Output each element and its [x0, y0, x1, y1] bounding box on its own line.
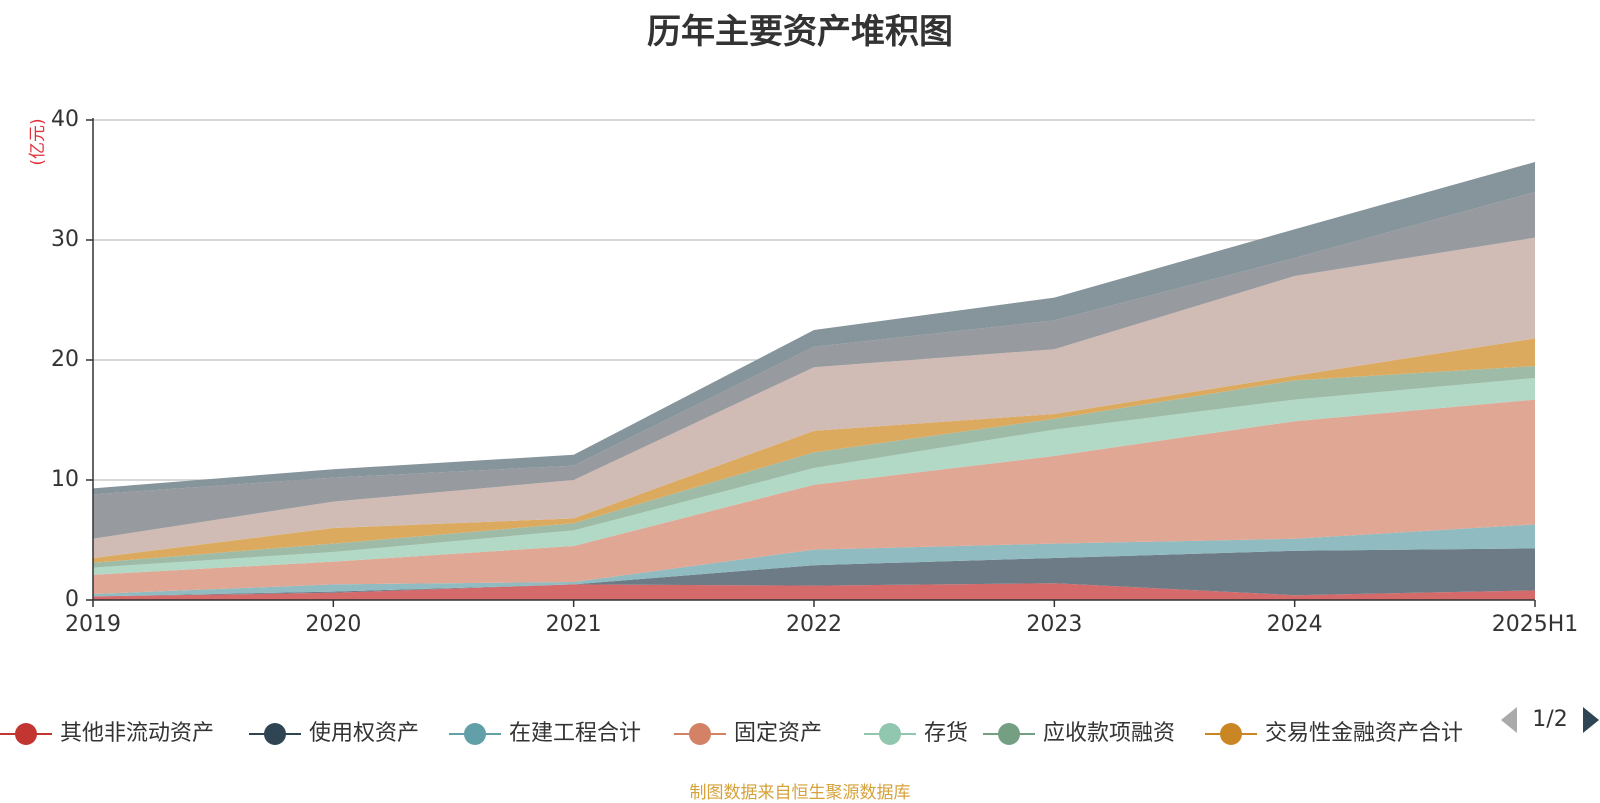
y-axis-unit-label: (亿元) [28, 118, 48, 165]
legend-label: 其他非流动资产 [60, 721, 214, 746]
legend-label: 固定资产 [734, 721, 822, 746]
area-series-8 [93, 192, 1535, 539]
legend-item-1[interactable]: 使用权资产 [249, 721, 419, 746]
legend-item-6[interactable]: 交易性金融资产合计 [1205, 721, 1463, 746]
legend: 其他非流动资产 使用权资产 在建工程合计 固定资产 存货 应收款项融资 交易性金融资产合计 [0, 721, 1463, 746]
legend-marker-icon [689, 723, 711, 745]
legend-marker-icon [998, 723, 1020, 745]
area-series-0 [93, 583, 1535, 600]
x-tick-label: 2023 [1026, 612, 1082, 637]
legend-item-3[interactable]: 固定资产 [674, 721, 822, 746]
legend-item-5[interactable]: 应收款项融资 [983, 721, 1175, 746]
legend-marker-icon [1220, 723, 1242, 745]
area-series-3 [93, 399, 1535, 594]
legend-marker-icon [264, 723, 286, 745]
chart-title: 历年主要资产堆积图 [647, 12, 953, 52]
legend-label: 存货 [924, 721, 968, 746]
x-tick-label: 2022 [786, 612, 842, 637]
y-tick-label: 10 [51, 467, 79, 492]
legend-pager: 1/2 [1501, 707, 1599, 733]
y-tick-label: 20 [51, 347, 79, 372]
legend-next-page-icon[interactable] [1583, 707, 1599, 733]
legend-item-0[interactable]: 其他非流动资产 [0, 721, 214, 746]
legend-prev-page-icon[interactable] [1501, 707, 1517, 733]
area-series-5 [93, 366, 1535, 568]
legend-marker-icon [464, 723, 486, 745]
area-series-1 [93, 548, 1535, 597]
legend-label: 在建工程合计 [509, 721, 641, 746]
x-tick-label: 2025H1 [1492, 612, 1579, 637]
x-tick-label: 2021 [546, 612, 602, 637]
legend-label: 应收款项融资 [1043, 721, 1175, 746]
legend-marker-icon [879, 723, 901, 745]
x-tick-label: 2020 [305, 612, 361, 637]
area-series-layer [93, 162, 1535, 600]
source-note: 制图数据来自恒生聚源数据库 [689, 783, 911, 803]
area-series-4 [93, 378, 1535, 575]
y-tick-label: 0 [65, 587, 79, 612]
x-tick-label: 2019 [65, 612, 121, 637]
legend-item-4[interactable]: 存货 [864, 721, 968, 746]
legend-label: 交易性金融资产合计 [1265, 721, 1463, 746]
area-series-6 [93, 338, 1535, 563]
legend-item-2[interactable]: 在建工程合计 [449, 721, 641, 746]
legend-label: 使用权资产 [309, 721, 419, 746]
y-tick-label: 40 [51, 107, 79, 132]
legend-page-indicator: 1/2 [1532, 707, 1567, 732]
y-tick-label: 30 [51, 227, 79, 252]
area-series-2 [93, 524, 1535, 597]
x-tick-label: 2024 [1267, 612, 1323, 637]
area-series-7 [93, 237, 1535, 558]
axes: 0 10 20 30 40 2019 2020 2021 2022 2023 2024 2025H1 [51, 107, 1578, 637]
legend-marker-icon [15, 723, 37, 745]
